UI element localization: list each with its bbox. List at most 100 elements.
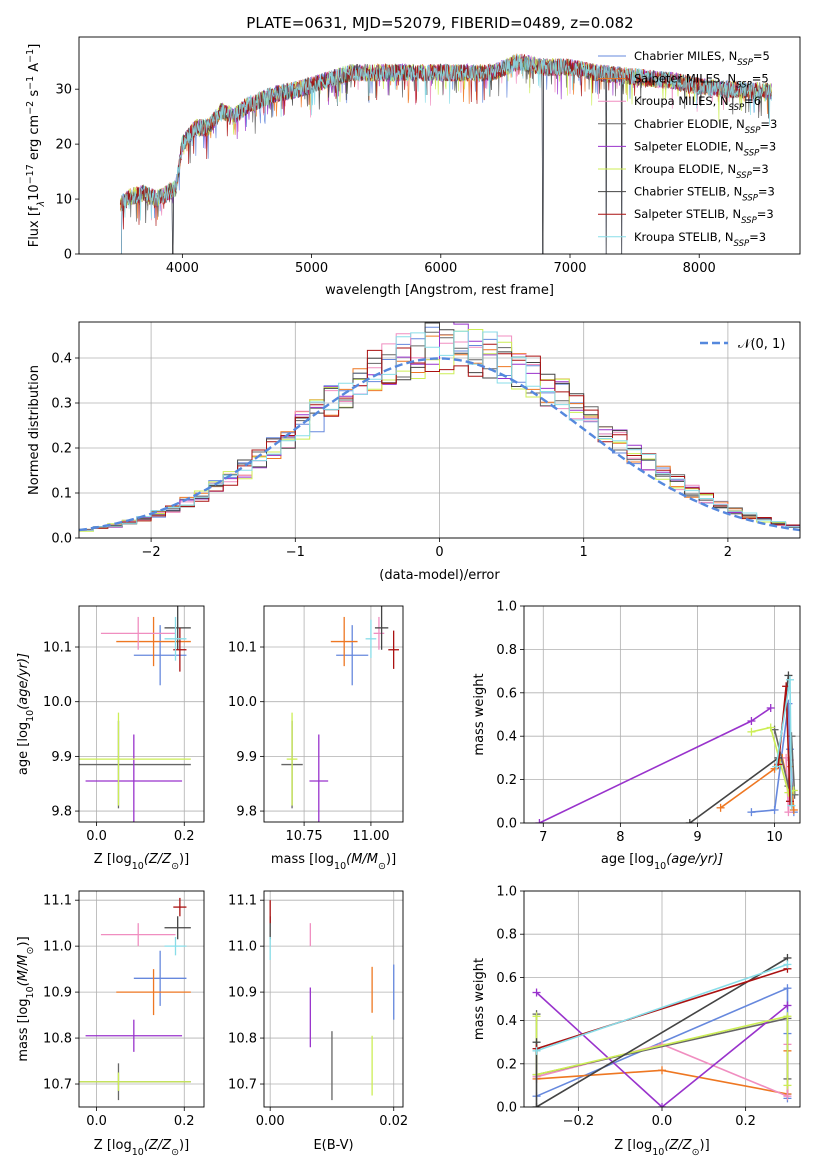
errorbar-point: [79, 712, 191, 806]
axes-weight-vs-Z: −0.2 0.0 0.2 0.0 0.2 0.4 0.6 0.8 1.0 mass weight Z…: [472, 885, 801, 1158]
axes-frame: [263, 890, 404, 1108]
weight-marker: [783, 1001, 792, 1010]
x-tick-label: 4000: [166, 261, 199, 276]
spectrum-line: [119, 54, 772, 209]
residuals-ylabel: Normed distribution: [27, 365, 42, 495]
y-tick-label: 10.7: [43, 1078, 72, 1093]
weight-marker: [747, 717, 756, 726]
axes-age-vs-Z: 0.0 0.2 9.8 9.9 10.0 10.1 Z [log10(Z/Z⊙)] age […: [16, 605, 205, 872]
errorbar-point: [388, 630, 399, 669]
mass-vs-Z-ylabel: mass [log10(M/M⊙)]: [16, 936, 36, 1061]
histogram-steps: [79, 330, 800, 531]
errorbar-point: [374, 606, 389, 650]
x-tick-label: 0.02: [379, 1114, 408, 1129]
y-tick-label: 0.0: [496, 817, 517, 832]
legend-entry: Salpeter MILES, NSSP=5: [634, 72, 769, 91]
x-tick-label: 10: [766, 830, 783, 845]
grid-mass-vs-EBV: [264, 891, 403, 1107]
axes-weight-vs-age: 7 8 9 10 0.0 0.2 0.4 0.6 0.8 1.0 mass weight age [l…: [472, 600, 801, 872]
weight-marker: [787, 801, 796, 810]
grid-weight-vs-Z: [524, 890, 800, 1108]
weight-marker: [747, 727, 756, 736]
histogram-steps: [79, 322, 800, 532]
residuals-xlabel: (data-model)/error: [379, 568, 500, 583]
weight-series-line: [535, 957, 788, 1107]
y-tick-label: 9.9: [236, 750, 257, 765]
weight-marker: [783, 960, 792, 969]
y-tick-label: 0.8: [496, 643, 517, 658]
weight-marker: [789, 805, 798, 814]
y-tick-label: 0.8: [496, 928, 517, 943]
histogram-steps: [79, 329, 800, 532]
weight-marker: [532, 1046, 541, 1055]
y-tick-label: 0.4: [51, 352, 72, 367]
y-tick-label: 10.0: [228, 695, 257, 710]
x-tick-label: −1: [286, 545, 305, 560]
x-tick-label: 0.2: [174, 829, 195, 844]
x-tick-label: 7: [539, 830, 547, 845]
y-tick-label: 11.0: [43, 940, 72, 955]
y-tick-label: 10.7: [228, 1078, 257, 1093]
y-tick-label: 0.2: [496, 773, 517, 788]
weight-marker: [766, 723, 775, 732]
errorbar-point: [79, 1072, 191, 1091]
y-tick-label: 1.0: [496, 885, 517, 900]
y-tick-label: 0.2: [496, 1057, 517, 1072]
legend-entry: Chabrier STELIB, NSSP=3: [634, 185, 775, 204]
y-tick-label: 0.2: [51, 442, 72, 457]
x-tick-label: 8000: [683, 261, 716, 276]
y-tick-label: 10: [55, 193, 72, 208]
x-tick-label: 1: [580, 545, 588, 560]
x-tick-label: 11.00: [352, 829, 389, 844]
legend-entry: 𝒩(0, 1): [738, 337, 785, 352]
weight-marker: [766, 703, 775, 712]
spectrum-xlabel: wavelength [Angstrom, rest frame]: [325, 283, 554, 298]
y-tick-label: 9.9: [51, 750, 72, 765]
legend-entry: Chabrier MILES, NSSP=5: [634, 49, 770, 68]
weight-marker: [783, 984, 792, 993]
legend-entry: Salpeter ELODIE, NSSP=3: [634, 139, 776, 158]
axes-mass-vs-Z: 0.0 0.2 10.7 10.8 10.9 11.0 11.1 Z [log10(Z/Z⊙)…: [16, 890, 205, 1158]
weight-marker: [716, 803, 725, 812]
y-tick-label: 10.8: [43, 1032, 72, 1047]
y-tick-label: 30: [55, 83, 72, 98]
axes-frame: [78, 605, 205, 823]
weight-vs-age-ylabel: mass weight: [472, 673, 487, 755]
weight-marker: [532, 988, 541, 997]
spectrum-ylabel: Flux [fλ10−17 erg cm−2 s−1 A−1]: [25, 44, 47, 248]
y-tick-label: 10.1: [43, 641, 72, 656]
age-vs-Z-ylabel: age [log10(age/yr)]: [16, 653, 36, 775]
weight-vs-Z-ylabel: mass weight: [472, 958, 487, 1040]
y-tick-label: 11.1: [43, 894, 72, 909]
plot-area-mass-vs-Z: [79, 897, 191, 1101]
weight-marker: [532, 1103, 541, 1107]
plot-area-spectrum: [119, 53, 772, 254]
errorbar-point: [286, 712, 298, 806]
axes-frame: [263, 605, 404, 823]
weight-marker: [532, 1012, 541, 1021]
plot-area-age-vs-mass: [281, 606, 399, 822]
weight-marker: [658, 1103, 666, 1107]
weight-marker: [785, 797, 794, 806]
axes-frame: [523, 890, 801, 1108]
y-tick-label: 0.0: [496, 1101, 517, 1116]
legend-entry: Salpeter STELIB, NSSP=3: [634, 207, 774, 226]
y-tick-label: 10.0: [43, 695, 72, 710]
errorbar-point: [85, 1019, 183, 1052]
x-tick-label: 0.0: [652, 1114, 673, 1129]
x-tick-label: 5000: [295, 261, 328, 276]
x-tick-label: 10.75: [285, 829, 322, 844]
weight-marker: [784, 808, 793, 817]
x-tick-label: −2: [142, 545, 161, 560]
plot-area-residuals: [79, 322, 800, 532]
x-tick-label: −0.2: [563, 1114, 595, 1129]
errorbar-point: [336, 625, 369, 686]
weight-series-line: [536, 963, 788, 1052]
axes-frame: [78, 321, 801, 539]
plot-area-weight-vs-age: [535, 671, 799, 823]
errorbar-point: [133, 950, 187, 1006]
weight-vs-age-xlabel: age [log10(age/yr)]: [601, 852, 723, 872]
y-tick-label: 10.9: [43, 986, 72, 1001]
weight-series-line: [539, 707, 772, 823]
plot-area-age-vs-Z: [79, 606, 191, 822]
